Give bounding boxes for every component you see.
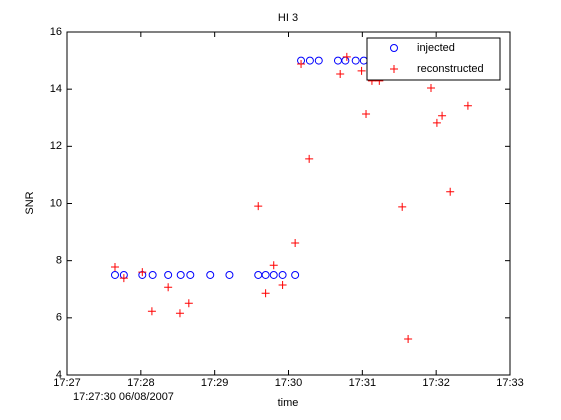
data-point (147, 307, 156, 316)
data-point (357, 66, 366, 75)
legend (366, 37, 501, 81)
plot-area (66, 31, 511, 376)
data-point (446, 187, 455, 196)
data-point (225, 270, 234, 279)
legend-label: injected (417, 42, 455, 54)
y-tick-label: 6 (56, 312, 62, 324)
data-point (269, 270, 278, 279)
x-tick-label: 17:29 (201, 377, 229, 389)
data-point (404, 334, 413, 343)
data-point (305, 154, 314, 163)
data-point (164, 283, 173, 292)
y-tick-label: 8 (56, 255, 62, 267)
data-point (297, 60, 306, 69)
data-point (278, 270, 287, 279)
data-point (426, 84, 435, 93)
data-point (342, 52, 351, 61)
legend-label: reconstructed (417, 63, 484, 75)
data-point (110, 262, 119, 271)
chart-title: HI 3 (278, 12, 298, 24)
data-point (254, 202, 263, 211)
data-point (261, 289, 270, 298)
y-axis-label: SNR (24, 191, 36, 214)
legend-marker (390, 44, 398, 52)
x-tick-label: 17:28 (127, 377, 155, 389)
data-point (305, 56, 314, 65)
annotation: 17:27:30 06/08/2007 (73, 391, 174, 403)
data-point (261, 270, 270, 279)
data-point (463, 101, 472, 110)
data-point (175, 309, 184, 318)
data-point (119, 274, 128, 283)
data-point (432, 118, 441, 127)
data-point (184, 299, 193, 308)
x-tick-label: 17:33 (496, 377, 524, 389)
data-point (362, 110, 371, 119)
x-tick-label: 17:30 (275, 377, 303, 389)
data-point (278, 280, 287, 289)
data-point (398, 202, 407, 211)
data-point (336, 70, 345, 79)
data-point (138, 268, 147, 277)
x-tick-label: 17:32 (422, 377, 450, 389)
data-point (148, 270, 157, 279)
data-point (269, 261, 278, 270)
x-tick-label: 17:27 (53, 377, 81, 389)
y-tick-label: 12 (50, 140, 62, 152)
data-point (438, 111, 447, 120)
data-point (351, 56, 360, 65)
data-point (176, 270, 185, 279)
y-tick-label: 16 (50, 26, 62, 38)
y-tick-label: 10 (50, 197, 62, 209)
y-tick-label: 14 (50, 83, 62, 95)
data-point (291, 238, 300, 247)
data-point (110, 270, 119, 279)
data-point (206, 270, 215, 279)
y-tick-label: 4 (56, 369, 62, 381)
x-axis-label: time (278, 397, 299, 409)
x-tick-label: 17:31 (349, 377, 377, 389)
data-point (314, 56, 323, 65)
data-point (164, 270, 173, 279)
legend-marker (390, 65, 398, 73)
data-point (186, 270, 195, 279)
data-point (291, 270, 300, 279)
